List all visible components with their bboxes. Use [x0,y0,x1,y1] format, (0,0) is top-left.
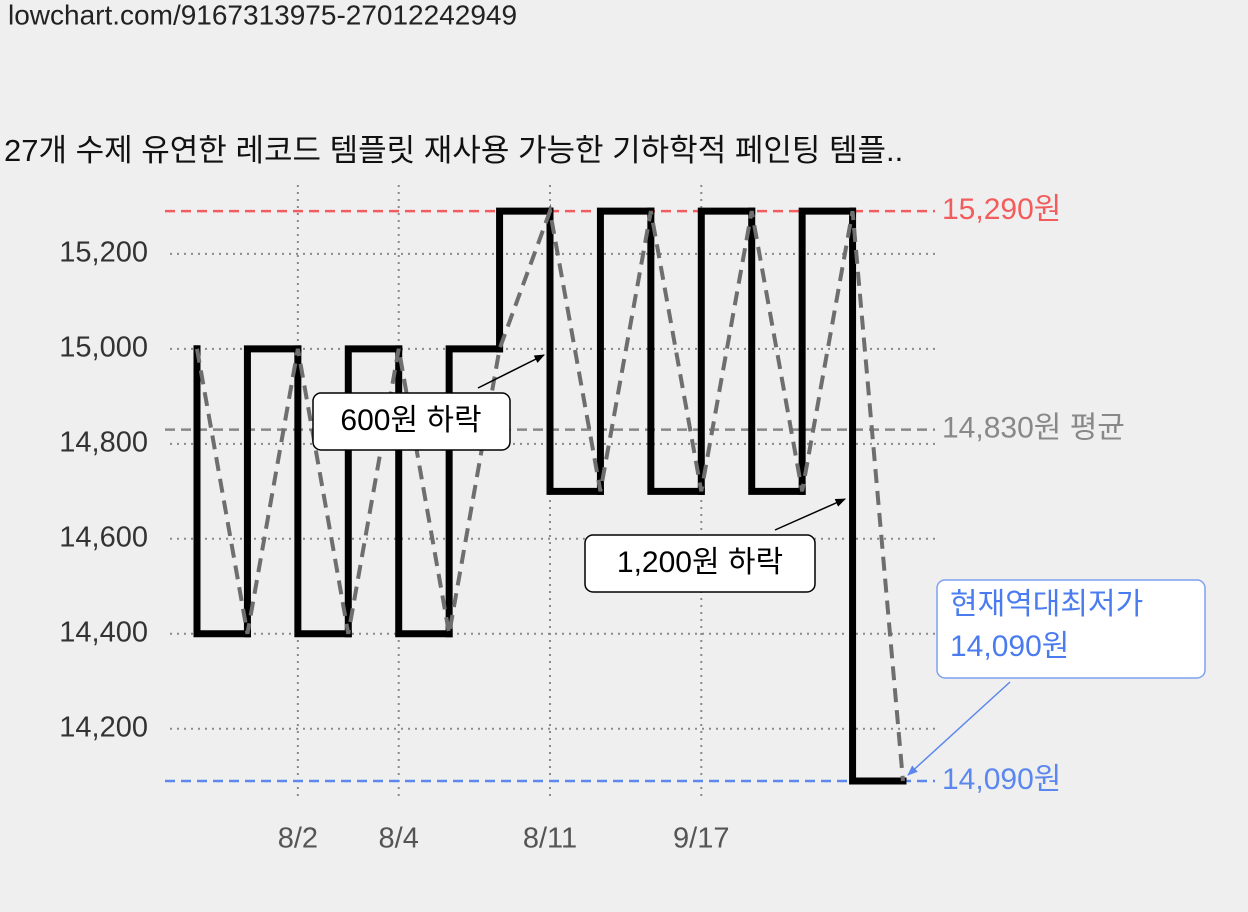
reference-label: 14,830원 평균 [942,411,1125,444]
annotation-arrow [774,498,846,531]
price-step [344,345,403,638]
price-step [697,207,756,495]
annotation-text: 14,090원 [950,630,1069,663]
trend-line [195,203,905,782]
price-step [596,207,655,495]
price-step [445,345,504,638]
annotation-arrow [477,354,545,389]
x-tick-label: 8/4 [379,823,419,855]
annotation-box [936,579,1206,679]
price-step [546,207,604,495]
price-step [496,207,554,353]
annotation-text: 1,200원 하락 [617,546,783,579]
price-step [647,207,705,495]
url: lowchart.com/9167313975-27012242949 [8,0,517,30]
price-step [748,207,806,495]
reference-label: 14,090원 [942,763,1061,796]
price-step [294,345,352,638]
annotation-box [312,392,511,451]
price-step [849,207,907,785]
y-tick-label: 14,200 [59,711,148,743]
y-tick-label: 15,000 [59,331,148,363]
y-tick-label: 14,600 [59,521,148,553]
reference-label: 15,290원 [942,193,1061,226]
x-tick-label: 9/17 [673,823,729,855]
chart-title: 27개 수제 유연한 레코드 템플릿 재사용 가능한 기하학적 페인팅 템플.. [4,133,903,168]
y-tick-label: 15,200 [59,237,148,269]
price-step [798,207,857,495]
price-step [193,345,251,638]
price-step [243,345,302,638]
annotation-text: 600원 하락 [340,404,481,437]
x-tick-label: 8/2 [278,823,318,855]
annotation-text: 현재역대최저가 [950,588,1143,621]
annotation-arrow [907,681,1011,776]
y-tick-label: 14,400 [59,616,148,648]
annotation-box [584,534,816,593]
x-tick-label: 8/11 [523,823,577,855]
y-tick-label: 14,800 [59,426,148,458]
